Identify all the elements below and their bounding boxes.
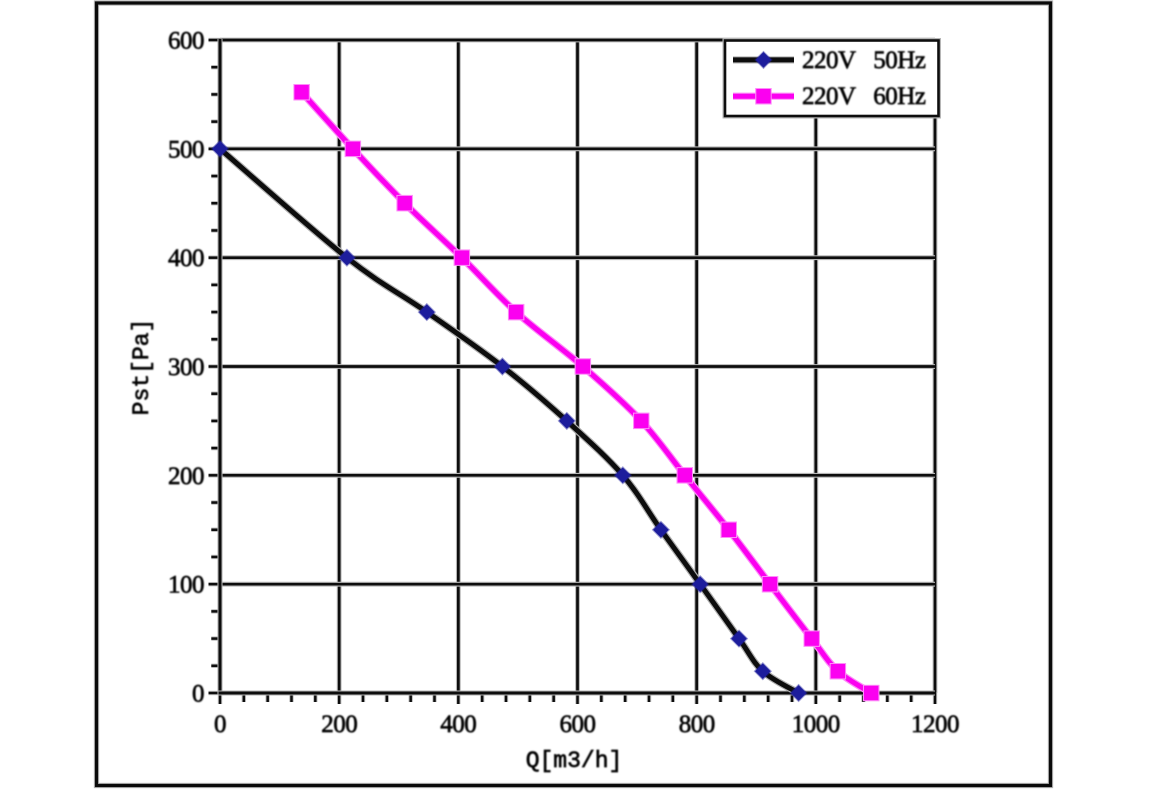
svg-text:Pst[Pa]: Pst[Pa] bbox=[129, 319, 155, 416]
svg-text:400: 400 bbox=[168, 245, 204, 272]
svg-text:600: 600 bbox=[560, 711, 596, 738]
svg-text:100: 100 bbox=[168, 572, 204, 599]
svg-text:220V 50Hz: 220V 50Hz bbox=[802, 47, 926, 74]
svg-text:300: 300 bbox=[168, 354, 204, 381]
svg-text:1000: 1000 bbox=[792, 711, 840, 738]
svg-text:500: 500 bbox=[168, 136, 204, 163]
svg-text:200: 200 bbox=[321, 711, 357, 738]
svg-text:400: 400 bbox=[440, 711, 476, 738]
svg-text:200: 200 bbox=[168, 463, 204, 490]
svg-text:Q[m3/h]: Q[m3/h] bbox=[526, 748, 623, 774]
svg-text:0: 0 bbox=[214, 711, 226, 738]
svg-text:0: 0 bbox=[192, 681, 204, 708]
svg-text:220V 60Hz: 220V 60Hz bbox=[802, 83, 926, 110]
svg-text:1200: 1200 bbox=[911, 711, 959, 738]
svg-text:600: 600 bbox=[168, 28, 204, 55]
svg-text:800: 800 bbox=[679, 711, 715, 738]
